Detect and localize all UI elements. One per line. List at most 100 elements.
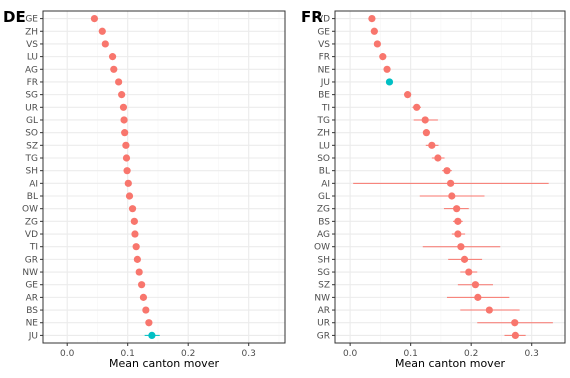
- y-tick-label: GL: [318, 192, 330, 202]
- data-point: [511, 331, 519, 339]
- y-tick-label: AR: [26, 293, 38, 303]
- y-tick-label: SG: [25, 91, 38, 101]
- y-tick-label: ZG: [317, 205, 330, 215]
- panel-label: DE: [3, 8, 26, 26]
- data-point: [422, 129, 430, 137]
- data-point: [120, 116, 128, 124]
- y-tick-label: SH: [26, 167, 38, 177]
- data-point: [128, 205, 137, 213]
- y-tick-label: LU: [319, 141, 330, 151]
- data-point: [383, 65, 391, 73]
- data-point: [368, 15, 376, 23]
- x-axis-title: Mean canton mover: [109, 357, 219, 370]
- data-point: [101, 40, 109, 48]
- y-tick-label: GR: [25, 255, 38, 265]
- data-point: [447, 179, 455, 187]
- y-tick-label: SZ: [26, 141, 38, 151]
- data-point: [142, 306, 150, 314]
- data-point: [370, 27, 378, 35]
- data-point: [413, 103, 421, 111]
- data-point: [135, 268, 143, 276]
- panel-de: GE ZH VS LU AG FR SG UR GL SO SZ TG SH AI BL OW ZG VD TI GR…: [3, 8, 286, 370]
- data-point: [460, 255, 469, 263]
- data-point: [511, 319, 519, 327]
- data-point: [443, 167, 451, 175]
- x-tick-label: 0.1: [403, 349, 417, 359]
- y-tick-label: ZH: [25, 27, 38, 37]
- data-point: [148, 331, 156, 339]
- data-point: [90, 15, 99, 23]
- data-point: [122, 154, 131, 162]
- y-tick-label: GR: [317, 331, 330, 341]
- y-tick-label: GE: [25, 281, 38, 291]
- data-point: [474, 293, 482, 301]
- y-tick-label: AI: [321, 179, 330, 189]
- data-point: [421, 116, 429, 124]
- y-tick-label: SZ: [318, 281, 330, 291]
- y-tick-label: SH: [318, 255, 330, 265]
- y-tick-label: UR: [317, 319, 330, 329]
- y-tick-label: ZG: [25, 217, 38, 227]
- x-tick-label: 0.2: [181, 349, 195, 359]
- y-tick-label: TI: [321, 103, 330, 113]
- data-point: [125, 192, 134, 200]
- y-tick-label: NW: [22, 268, 38, 278]
- y-tick-label: TI: [29, 243, 38, 253]
- y-tick-label: GE: [25, 15, 38, 25]
- x-tick-label: 0.2: [464, 349, 478, 359]
- y-tick-label: GE: [317, 27, 330, 37]
- y-tick-label: BL: [27, 192, 38, 202]
- y-tick-label: AG: [25, 65, 38, 75]
- plot-background: [43, 11, 285, 343]
- y-tick-label: BL: [319, 167, 330, 177]
- data-point: [471, 281, 480, 289]
- data-point: [123, 167, 131, 175]
- y-tick-label: ZH: [317, 129, 330, 139]
- y-tick-label: FR: [27, 78, 38, 88]
- data-point: [373, 40, 381, 48]
- data-point: [145, 319, 153, 327]
- y-tick-label: JU: [320, 78, 330, 88]
- y-tick-label: BS: [318, 217, 330, 227]
- x-tick-label: 0.3: [525, 349, 539, 359]
- x-axis-title: Mean canton mover: [395, 357, 505, 370]
- y-tick-label: VS: [26, 40, 38, 50]
- data-point: [404, 91, 412, 99]
- y-tick-label: GL: [26, 116, 38, 126]
- data-point: [454, 217, 462, 225]
- data-point: [138, 281, 146, 289]
- y-tick-label: OW: [314, 243, 330, 253]
- data-point: [454, 230, 462, 238]
- data-point: [448, 192, 456, 200]
- y-tick-label: BE: [318, 91, 330, 101]
- y-tick-label: VS: [318, 40, 330, 50]
- y-tick-label: NE: [318, 65, 331, 75]
- data-point: [385, 78, 394, 86]
- x-tick-label: 0.3: [242, 349, 256, 359]
- data-point: [124, 179, 132, 187]
- y-tick-label: VD: [25, 230, 38, 240]
- data-point: [133, 255, 141, 263]
- data-point: [453, 205, 461, 213]
- y-tick-label: LU: [27, 53, 38, 63]
- data-point: [108, 53, 117, 61]
- y-tick-label: BS: [26, 306, 38, 316]
- data-point: [434, 154, 442, 162]
- y-tick-label: VD: [317, 15, 330, 25]
- data-point: [121, 129, 129, 137]
- data-point: [115, 78, 123, 86]
- y-tick-label: UR: [25, 103, 38, 113]
- plot-background: [335, 11, 565, 343]
- y-tick-label: TG: [25, 154, 38, 164]
- data-point: [130, 217, 138, 225]
- y-tick-label: FR: [319, 53, 330, 63]
- data-point: [457, 243, 465, 251]
- data-point: [131, 230, 139, 238]
- data-point: [428, 141, 436, 149]
- data-point: [110, 65, 118, 73]
- y-tick-label: SG: [317, 268, 330, 278]
- y-tick-label: AR: [318, 306, 330, 316]
- x-tick-label: 0.0: [60, 349, 75, 359]
